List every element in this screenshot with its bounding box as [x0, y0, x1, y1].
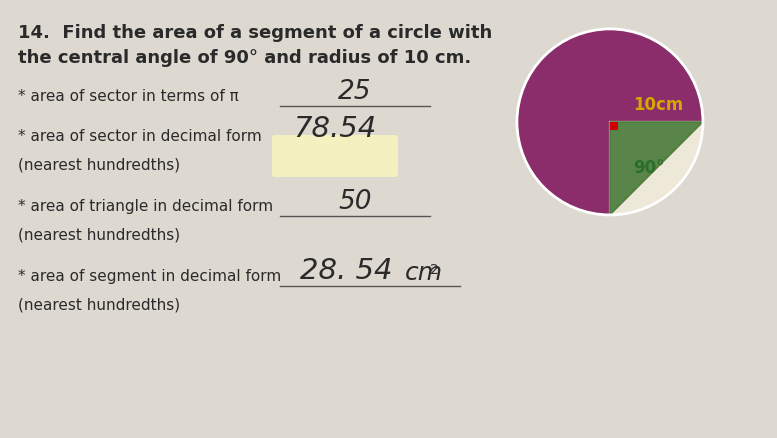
Text: 78.54: 78.54 [294, 115, 377, 143]
Text: the central angle of 90° and radius of 10 cm.: the central angle of 90° and radius of 1… [18, 49, 471, 67]
Text: 50: 50 [338, 189, 371, 215]
Text: * area of sector in decimal form: * area of sector in decimal form [18, 129, 267, 144]
Text: (nearest hundredths): (nearest hundredths) [18, 297, 180, 311]
Text: * area of segment in decimal form: * area of segment in decimal form [18, 268, 286, 283]
Text: 28. 54: 28. 54 [300, 256, 392, 284]
Text: cm: cm [405, 261, 443, 284]
Wedge shape [610, 123, 703, 215]
Polygon shape [610, 123, 703, 215]
Text: (nearest hundredths): (nearest hundredths) [18, 226, 180, 241]
Text: * area of sector in terms of π: * area of sector in terms of π [18, 89, 244, 104]
Text: 14.  Find the area of a segment of a circle with: 14. Find the area of a segment of a circ… [18, 24, 493, 42]
Circle shape [517, 30, 703, 215]
Text: (nearest hundredths): (nearest hundredths) [18, 157, 180, 172]
Text: * area of triangle in decimal form: * area of triangle in decimal form [18, 198, 278, 213]
Text: 90°: 90° [633, 158, 665, 176]
FancyBboxPatch shape [272, 136, 398, 177]
Text: 25: 25 [338, 79, 371, 105]
Bar [610, 123, 618, 131]
Text: 10cm: 10cm [633, 95, 684, 113]
Text: 2: 2 [430, 262, 439, 276]
